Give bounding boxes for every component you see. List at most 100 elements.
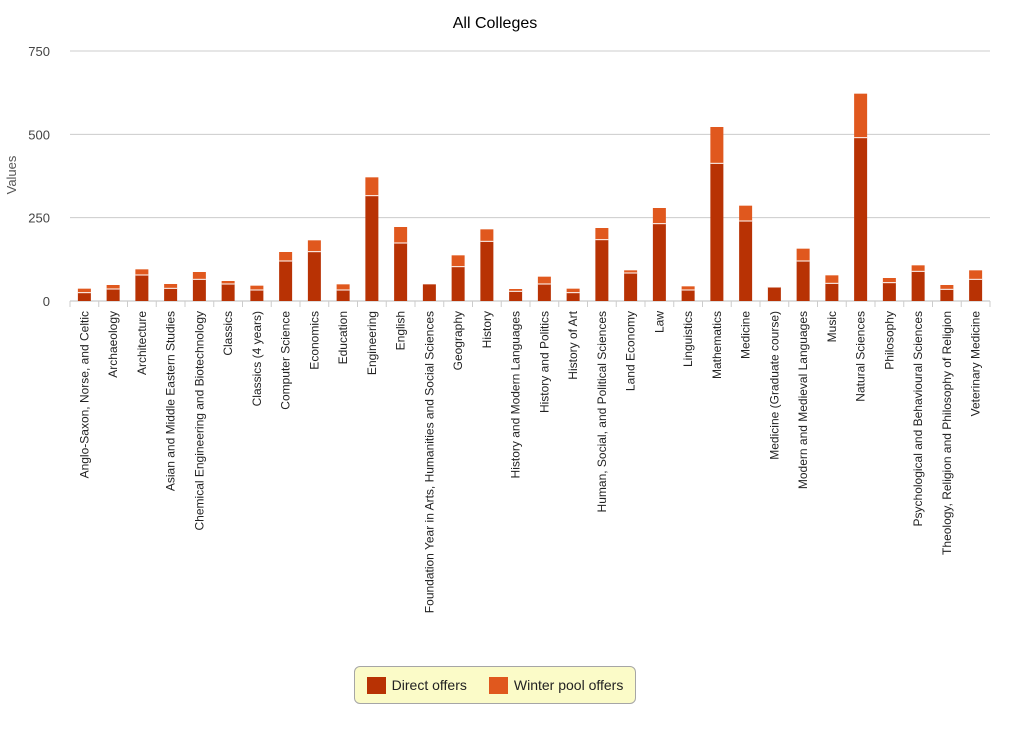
legend-swatch-direct-offers	[367, 677, 386, 694]
x-tick-label: English	[394, 311, 408, 350]
x-tick-label: Music	[825, 311, 839, 342]
y-tick-label: 500	[28, 127, 50, 142]
bar-winter-pool-offers[interactable]	[337, 284, 350, 290]
y-axis-label: Values	[4, 155, 19, 194]
x-tick-label: Geography	[451, 311, 465, 370]
legend-label-direct-offers: Direct offers	[392, 677, 467, 693]
bar-winter-pool-offers[interactable]	[739, 206, 752, 221]
bar-direct-offers[interactable]	[624, 273, 637, 301]
bar-direct-offers[interactable]	[854, 138, 867, 301]
bar-direct-offers[interactable]	[653, 224, 666, 301]
bar-winter-pool-offers[interactable]	[250, 286, 263, 290]
bar-direct-offers[interactable]	[940, 289, 953, 301]
x-tick-label: History of Art	[566, 310, 580, 379]
bar-direct-offers[interactable]	[365, 196, 378, 301]
bar-direct-offers[interactable]	[452, 267, 465, 301]
x-tick-label: Land Economy	[624, 311, 638, 391]
bar-winter-pool-offers[interactable]	[308, 240, 321, 251]
bar-winter-pool-offers[interactable]	[78, 289, 91, 293]
bar-direct-offers[interactable]	[135, 275, 148, 301]
bar-winter-pool-offers[interactable]	[883, 278, 896, 283]
bars-layer	[78, 94, 982, 301]
y-tick-label: 250	[28, 211, 50, 226]
x-tick-label: Linguistics	[681, 311, 695, 367]
bar-winter-pool-offers[interactable]	[940, 285, 953, 289]
bar-winter-pool-offers[interactable]	[394, 227, 407, 243]
bar-winter-pool-offers[interactable]	[797, 249, 810, 261]
bar-direct-offers[interactable]	[250, 290, 263, 301]
x-tick-label: Philosophy	[882, 311, 896, 370]
bar-direct-offers[interactable]	[279, 261, 292, 301]
bar-direct-offers[interactable]	[394, 243, 407, 301]
bar-winter-pool-offers[interactable]	[682, 286, 695, 290]
x-tick-label: Asian and Middle Eastern Studies	[164, 311, 178, 491]
bar-direct-offers[interactable]	[337, 290, 350, 301]
legend-swatch-winter-pool-offers	[489, 677, 508, 694]
bar-direct-offers[interactable]	[423, 284, 436, 301]
bar-winter-pool-offers[interactable]	[567, 289, 580, 293]
bar-direct-offers[interactable]	[912, 271, 925, 301]
y-tick-label: 0	[43, 294, 50, 309]
bar-direct-offers[interactable]	[883, 283, 896, 301]
bar-direct-offers[interactable]	[739, 221, 752, 301]
bar-direct-offers[interactable]	[595, 240, 608, 301]
x-tick-label: Architecture	[135, 311, 149, 375]
bar-direct-offers[interactable]	[509, 291, 522, 301]
bar-winter-pool-offers[interactable]	[825, 275, 838, 283]
bar-winter-pool-offers[interactable]	[912, 265, 925, 271]
bar-winter-pool-offers[interactable]	[969, 270, 982, 279]
x-tick-label: Theology, Religion and Philosophy of Rel…	[940, 311, 954, 555]
bar-direct-offers[interactable]	[78, 293, 91, 301]
legend-item-winter-pool-offers[interactable]: Winter pool offers	[489, 677, 623, 694]
bar-winter-pool-offers[interactable]	[710, 127, 723, 163]
grid-layer	[70, 51, 990, 307]
bar-winter-pool-offers[interactable]	[538, 277, 551, 284]
x-tick-label: Classics (4 years)	[250, 311, 264, 406]
bar-winter-pool-offers[interactable]	[365, 177, 378, 195]
x-tick-label: Engineering	[365, 311, 379, 375]
bar-winter-pool-offers[interactable]	[279, 252, 292, 261]
bar-winter-pool-offers[interactable]	[452, 255, 465, 266]
x-tick-label: History	[480, 311, 494, 348]
bar-winter-pool-offers[interactable]	[653, 208, 666, 224]
bar-winter-pool-offers[interactable]	[107, 285, 120, 289]
x-tick-label: History and Politics	[537, 311, 551, 413]
bar-direct-offers[interactable]	[797, 261, 810, 301]
x-tick-label: Modern and Medieval Languages	[796, 311, 810, 489]
bar-direct-offers[interactable]	[164, 288, 177, 301]
bar-winter-pool-offers[interactable]	[193, 272, 206, 279]
bar-direct-offers[interactable]	[107, 289, 120, 301]
bar-direct-offers[interactable]	[308, 252, 321, 301]
bar-direct-offers[interactable]	[222, 284, 235, 301]
x-tick-label: Mathematics	[710, 311, 724, 379]
x-tick-label: Archaeology	[106, 311, 120, 378]
x-tick-label: Veterinary Medicine	[969, 311, 983, 417]
bar-winter-pool-offers[interactable]	[480, 229, 493, 241]
bar-winter-pool-offers[interactable]	[164, 284, 177, 288]
y-tick-label: 750	[28, 44, 50, 59]
bar-direct-offers[interactable]	[567, 293, 580, 301]
bar-direct-offers[interactable]	[825, 283, 838, 301]
x-tick-label: History and Modern Languages	[509, 311, 523, 478]
bar-direct-offers[interactable]	[682, 290, 695, 301]
x-tick-label: Education	[336, 311, 350, 364]
legend-label-winter-pool-offers: Winter pool offers	[514, 677, 623, 693]
x-tick-label: Economics	[307, 311, 321, 370]
bar-direct-offers[interactable]	[710, 163, 723, 301]
legend: Direct offers Winter pool offers	[354, 666, 636, 704]
bar-winter-pool-offers[interactable]	[595, 228, 608, 240]
x-tick-label: Human, Social, and Political Sciences	[595, 311, 609, 512]
bar-winter-pool-offers[interactable]	[854, 94, 867, 138]
bar-direct-offers[interactable]	[538, 284, 551, 301]
bar-direct-offers[interactable]	[193, 279, 206, 301]
bar-direct-offers[interactable]	[768, 287, 781, 301]
x-tick-label: Anglo-Saxon, Norse, and Celtic	[77, 311, 91, 478]
x-tick-label: Natural Sciences	[854, 311, 868, 402]
bar-direct-offers[interactable]	[969, 279, 982, 301]
bar-direct-offers[interactable]	[480, 241, 493, 301]
chart-title: All Colleges	[453, 15, 537, 32]
legend-item-direct-offers[interactable]: Direct offers	[367, 677, 467, 694]
bar-winter-pool-offers[interactable]	[135, 269, 148, 275]
